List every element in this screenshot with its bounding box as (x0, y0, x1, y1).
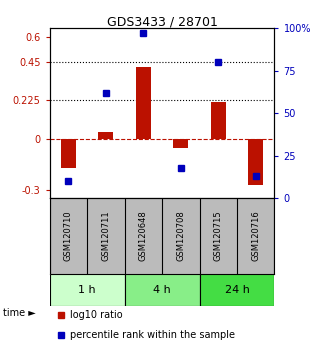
Bar (211, 102, 226, 139)
Text: GSM120710: GSM120710 (64, 211, 73, 261)
Bar (50, 274, 125, 306)
Bar (200, 274, 274, 306)
Text: 4 h: 4 h (153, 285, 171, 295)
Bar (61, 139, 76, 167)
Text: log10 ratio: log10 ratio (70, 310, 123, 320)
Text: GSM120708: GSM120708 (176, 211, 185, 261)
Bar (99, 132, 113, 139)
Title: GDS3433 / 28701: GDS3433 / 28701 (107, 15, 218, 28)
Bar (173, 139, 188, 148)
Text: GSM120716: GSM120716 (251, 211, 260, 261)
Text: 24 h: 24 h (225, 285, 249, 295)
Text: percentile rank within the sample: percentile rank within the sample (70, 330, 235, 340)
Bar (136, 67, 151, 139)
Text: time ►: time ► (3, 308, 36, 318)
Bar (125, 274, 200, 306)
Text: 1 h: 1 h (78, 285, 96, 295)
Text: GSM120648: GSM120648 (139, 211, 148, 261)
Bar (248, 139, 263, 184)
Text: GSM120715: GSM120715 (214, 211, 223, 261)
Text: GSM120711: GSM120711 (101, 211, 110, 261)
